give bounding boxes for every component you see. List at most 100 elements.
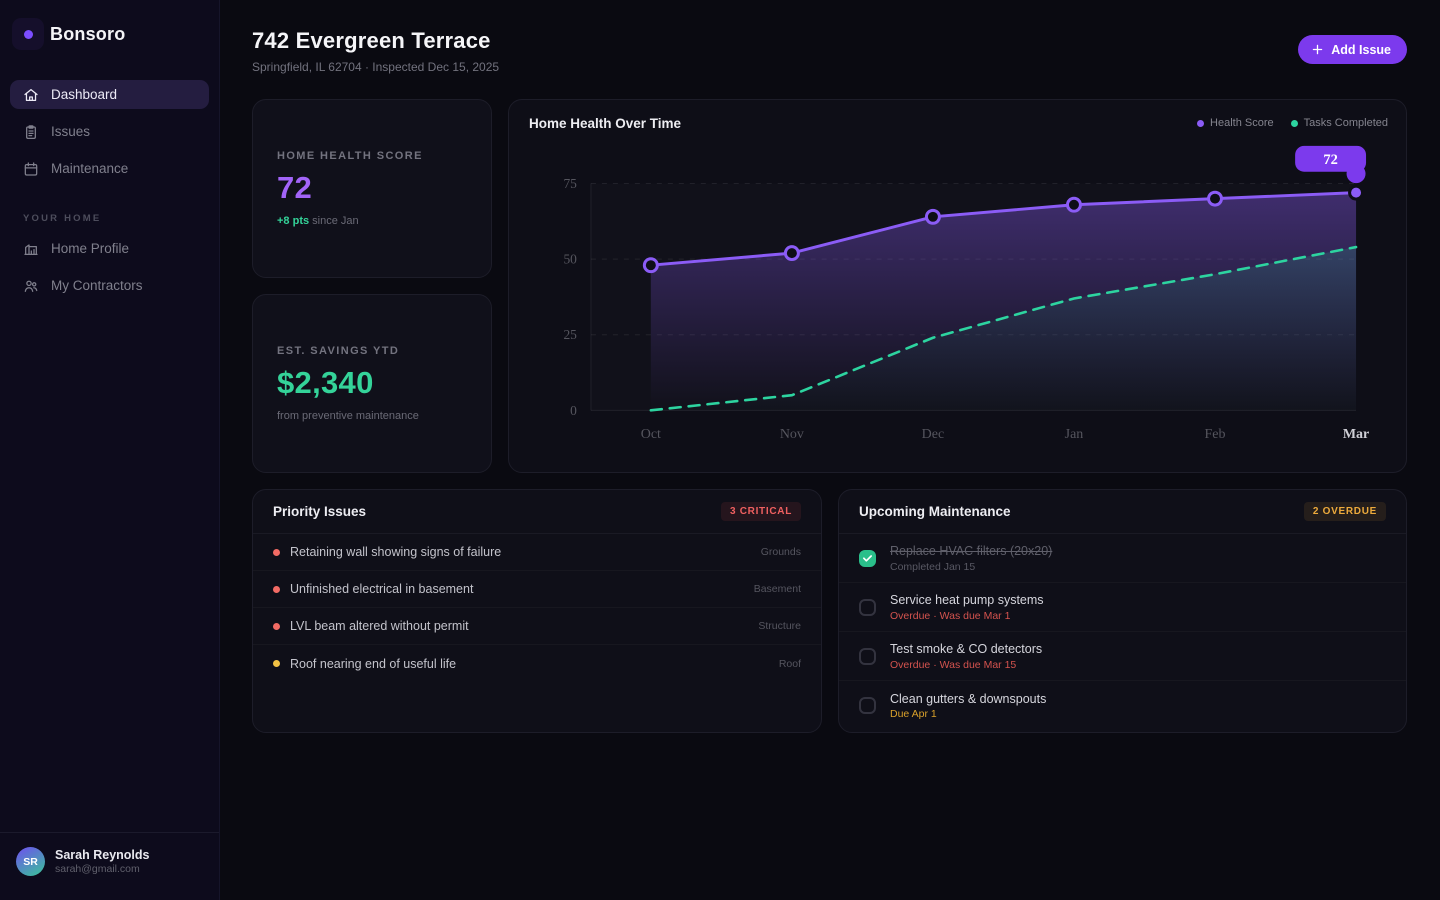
task-checkbox[interactable] [859, 549, 876, 567]
severity-dot-icon [273, 660, 280, 667]
sidebar-section-label: YOUR HOME [23, 213, 102, 224]
health-score-point[interactable] [783, 245, 800, 262]
add-issue-button[interactable]: Add Issue [1298, 35, 1407, 64]
user-email: sarah@gmail.com [55, 863, 140, 876]
health-score-delta: +8 pts since Jan [277, 215, 359, 227]
building-icon [23, 241, 39, 257]
savings-value: $2,340 [277, 365, 374, 400]
x-tick-label: Mar [1343, 427, 1369, 442]
page-title: 742 Evergreen Terrace [252, 28, 491, 53]
secondary-nav: Home Profile My Contractors [0, 234, 219, 300]
issue-title: LVL beam altered without permit [290, 619, 469, 633]
sidebar-item-maintenance[interactable]: Maintenance [10, 154, 209, 183]
brand-dot-icon [23, 29, 33, 39]
page-header: 742 Evergreen Terrace Springfield, IL 62… [252, 28, 1407, 74]
task-due-status: Due Apr 1 [890, 708, 937, 721]
task-due-status: Overdue · Was due Mar 15 [890, 658, 1017, 671]
health-over-time-chart[interactable]: 0 25 50 75 Oct Nov Dec Jan Feb Mar 72 [509, 100, 1406, 472]
task-title: Clean gutters & downspouts [890, 691, 1047, 706]
task-title: Replace HVAC filters (20x20) [890, 544, 1053, 559]
main-content: 742 Evergreen Terrace Springfield, IL 62… [220, 0, 1440, 900]
x-tick-label: Dec [922, 427, 944, 442]
priority-issues-list: Retaining wall showing signs of failure … [253, 534, 821, 682]
health-score-card: HOME HEALTH SCORE 72 +8 pts since Jan [252, 99, 492, 278]
stat-label: EST. SAVINGS YTD [277, 345, 400, 357]
task-checkbox[interactable] [859, 647, 876, 665]
maintenance-row[interactable]: Service heat pump systems Overdue · Was … [839, 583, 1406, 632]
brand-name: Bonsoro [50, 23, 126, 44]
sidebar: Bonsoro Dashboard Issues Maintenance YOU… [0, 0, 220, 900]
health-score-point[interactable] [924, 208, 941, 225]
priority-issue-row[interactable]: LVL beam altered without permit Structur… [253, 608, 821, 645]
health-score-line [649, 191, 1358, 267]
brand-logo-mark [12, 18, 44, 50]
task-title: Test smoke & CO detectors [890, 642, 1043, 657]
maintenance-title: Upcoming Maintenance [859, 504, 1011, 519]
priority-issues-title: Priority Issues [273, 504, 367, 519]
maintenance-row[interactable]: Test smoke & CO detectors Overdue · Was … [839, 632, 1406, 681]
priority-issue-row[interactable]: Roof nearing end of useful life Roof [253, 645, 821, 682]
page-subtitle: Springfield, IL 62704 · Inspected Dec 15… [252, 60, 500, 74]
sidebar-item-dashboard[interactable]: Dashboard [10, 80, 209, 109]
add-issue-label: Add Issue [1331, 42, 1391, 57]
overdue-count-badge: 2 OVERDUE [1303, 502, 1386, 521]
tasks-completed-area [650, 247, 1357, 411]
legend-item-health-score: Health Score [1197, 117, 1274, 129]
priority-issue-row[interactable]: Retaining wall showing signs of failure … [253, 534, 821, 571]
user-profile[interactable]: SR Sarah Reynolds sarah@gmail.com [0, 832, 219, 900]
severity-dot-icon [273, 585, 280, 593]
health-score-point[interactable] [1065, 196, 1082, 213]
maintenance-row[interactable]: Clean gutters & downspouts Due Apr 1 [839, 681, 1406, 730]
issue-category: Grounds [760, 546, 801, 558]
home-icon [23, 87, 39, 103]
health-score-point-current[interactable] [1348, 184, 1365, 201]
chart-tooltip [1295, 145, 1367, 172]
priority-issues-header: Priority Issues 3 CRITICAL [253, 490, 821, 534]
critical-count-badge: 3 CRITICAL [721, 502, 801, 521]
legend-item-tasks-completed: Tasks Completed [1290, 117, 1388, 129]
plus-icon [1313, 44, 1323, 55]
health-score-value: 72 [277, 170, 313, 205]
maintenance-header: Upcoming Maintenance 2 OVERDUE [839, 490, 1406, 534]
issue-title: Roof nearing end of useful life [290, 656, 457, 671]
legend-dot-icon [1290, 119, 1298, 127]
task-due-status: Completed Jan 15 [890, 560, 976, 573]
stat-label: HOME HEALTH SCORE [277, 150, 423, 162]
y-tick-label: 50 [563, 252, 577, 267]
maintenance-panel: Upcoming Maintenance 2 OVERDUE Replace H… [838, 489, 1407, 733]
sidebar-item-home-profile[interactable]: Home Profile [10, 234, 209, 263]
issue-title: Retaining wall showing signs of failure [290, 545, 502, 559]
stat-cards: HOME HEALTH SCORE 72 +8 pts since Jan ES… [252, 99, 492, 473]
check-icon [863, 554, 872, 562]
severity-dot-icon [273, 548, 280, 556]
calendar-icon [23, 161, 39, 177]
chart-legend: Health Score Tasks Completed [1197, 117, 1388, 129]
savings-note: from preventive maintenance [277, 410, 419, 422]
sidebar-item-issues[interactable]: Issues [10, 117, 209, 146]
task-checkbox[interactable] [859, 598, 876, 616]
user-name: Sarah Reynolds [55, 847, 150, 862]
maintenance-list: Replace HVAC filters (20x20) Completed J… [839, 534, 1406, 730]
task-checkbox[interactable] [859, 697, 876, 714]
x-tick-label: Jan [1065, 427, 1084, 442]
health-score-point[interactable] [642, 257, 659, 274]
issue-category: Structure [758, 620, 801, 632]
issue-category: Basement [753, 583, 801, 595]
priority-issue-row[interactable]: Unfinished electrical in basement Baseme… [253, 571, 821, 608]
tooltip-value: 72 [1323, 152, 1337, 168]
clipboard-icon [23, 124, 39, 140]
health-score-point[interactable] [1207, 190, 1224, 207]
sidebar-item-my-contractors[interactable]: My Contractors [10, 271, 209, 300]
primary-nav: Dashboard Issues Maintenance [0, 50, 219, 183]
chart-title: Home Health Over Time [529, 116, 682, 131]
tasks-completed-line [649, 245, 1358, 412]
issue-category: Roof [778, 657, 801, 670]
issue-title: Unfinished electrical in basement [290, 582, 474, 596]
task-title: Service heat pump systems [890, 593, 1044, 608]
savings-card: EST. SAVINGS YTD $2,340 from preventive … [252, 294, 492, 473]
x-tick-label: Oct [641, 427, 661, 442]
maintenance-row[interactable]: Replace HVAC filters (20x20) Completed J… [839, 534, 1406, 583]
people-icon [23, 278, 39, 294]
task-due-status: Overdue · Was due Mar 1 [890, 609, 1011, 622]
